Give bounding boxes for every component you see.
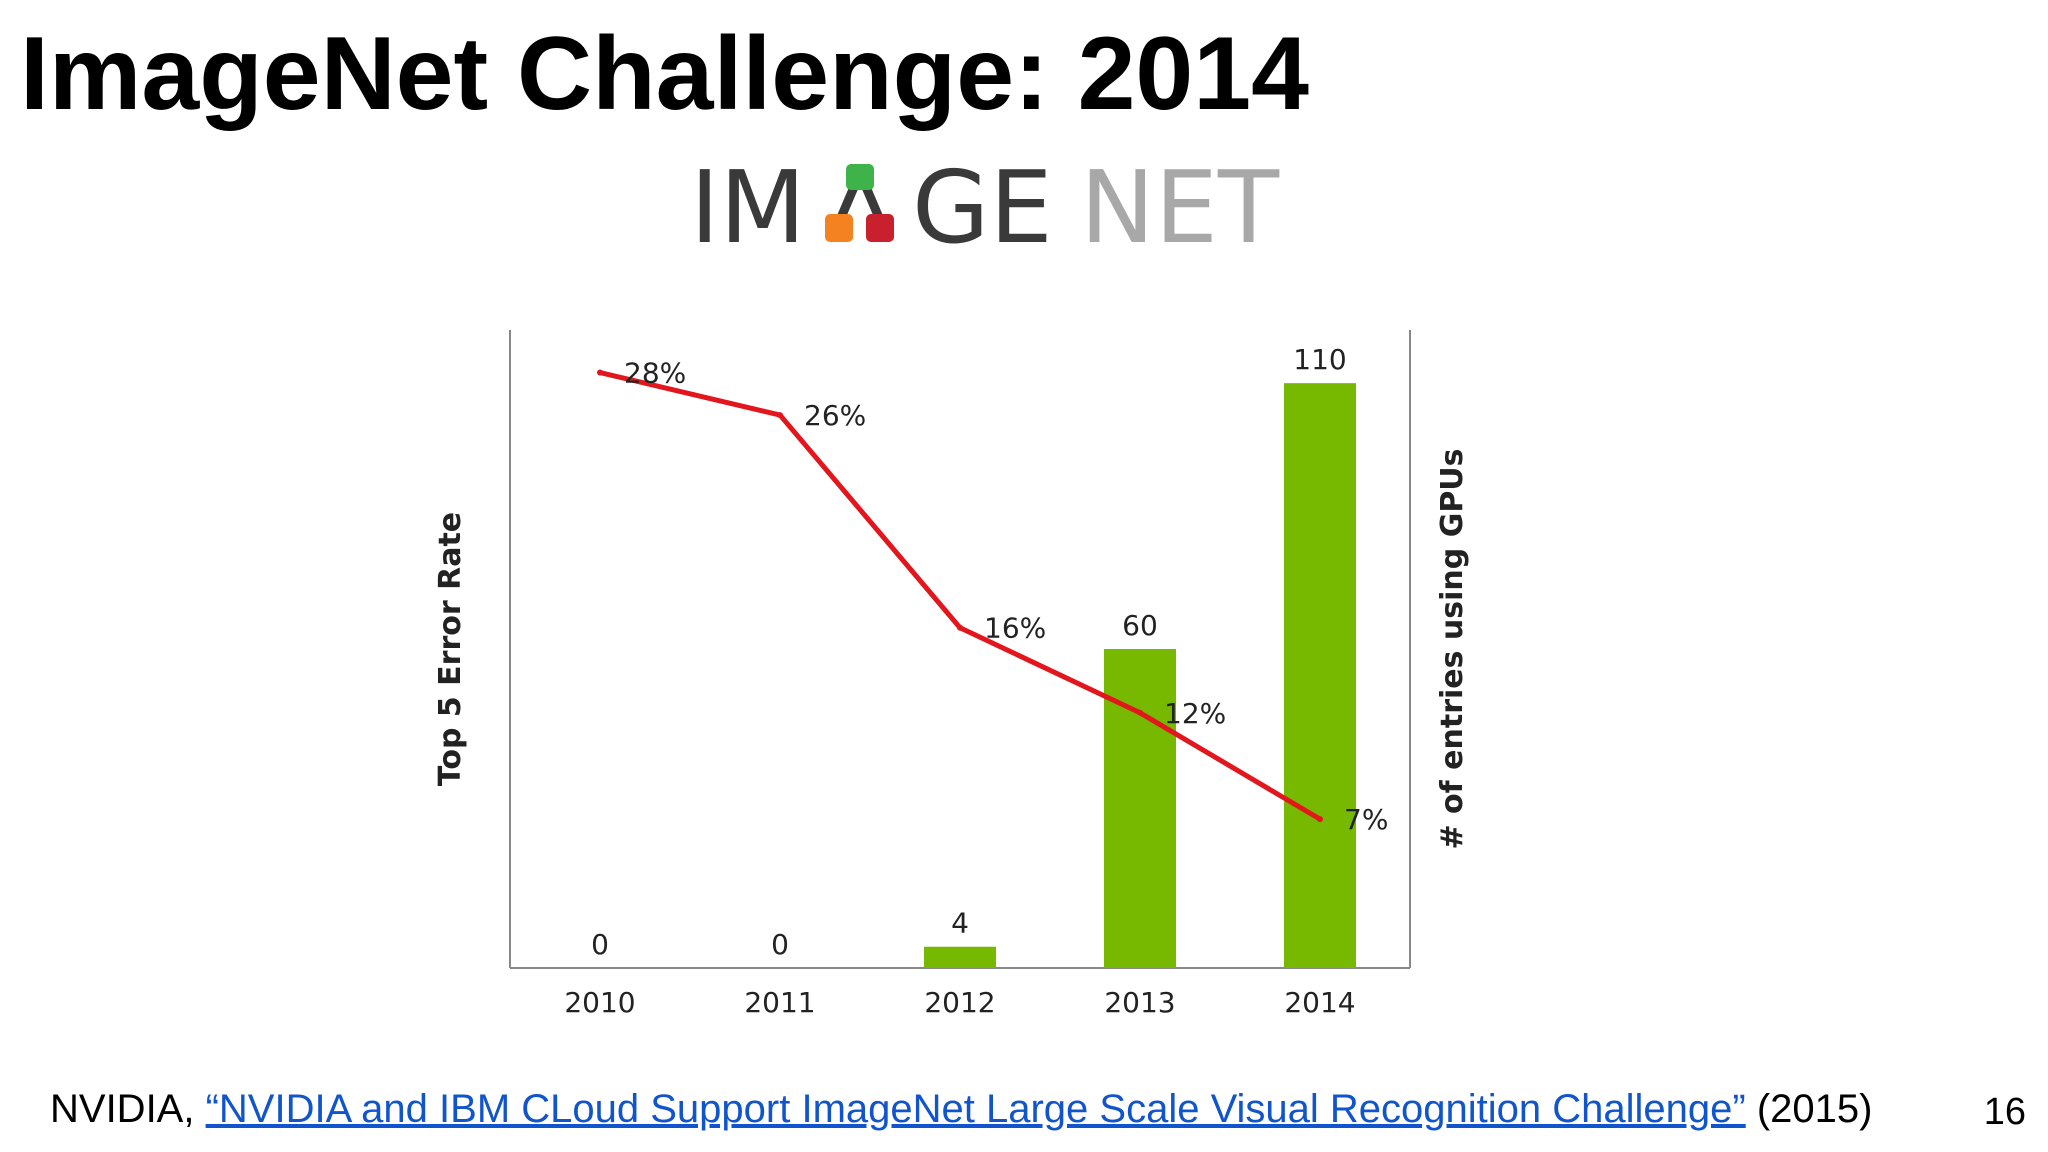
logo-letters-ge: GE <box>912 150 1053 260</box>
slide-title: ImageNet Challenge: 2014 <box>20 16 1309 132</box>
citation-link[interactable]: “NVIDIA and IBM CLoud Support ImageNet L… <box>205 1087 1746 1131</box>
bar-label-2010: 0 <box>591 928 609 961</box>
citation-prefix: NVIDIA, <box>50 1087 206 1131</box>
citation: NVIDIA, “NVIDIA and IBM CLoud Support Im… <box>50 1087 1872 1132</box>
error-rate-line <box>599 370 1322 822</box>
error-rate-gpu-chart: 0 0 4 60 110 2010 2011 2012 2013 2014 28% 26% 16% 12%… <box>433 330 1470 1019</box>
error-label-2014: 7% <box>1344 803 1388 836</box>
error-point-2010 <box>597 369 603 376</box>
citation-suffix: (2015) <box>1745 1087 1873 1131</box>
page-number: 16 <box>1983 1091 2026 1133</box>
bar-label-2014: 110 <box>1293 343 1346 376</box>
x-tick-2011: 2011 <box>744 986 815 1019</box>
logo-letters-im: IM <box>690 150 806 260</box>
error-label-2013: 12% <box>1164 697 1226 730</box>
error-point-2012 <box>957 624 963 631</box>
bar-label-2012: 4 <box>951 907 969 940</box>
imagenet-logo: IM GE NET <box>690 150 1280 260</box>
logo-tree-icon <box>825 164 894 242</box>
bar-2012 <box>924 946 996 968</box>
error-point-2013 <box>1137 709 1143 716</box>
x-tick-2010: 2010 <box>564 986 635 1019</box>
left-axis-title: Top 5 Error Rate <box>433 512 468 786</box>
right-axis-title: # of entries using GPUs <box>1435 448 1470 849</box>
error-label-2012: 16% <box>984 612 1046 645</box>
bar-label-2011: 0 <box>771 928 789 961</box>
bar-label-2013: 60 <box>1122 609 1158 642</box>
x-tick-2013: 2013 <box>1104 986 1175 1019</box>
error-point-2011 <box>777 412 783 419</box>
x-tick-2012: 2012 <box>924 986 995 1019</box>
error-label-2011: 26% <box>804 399 866 432</box>
logo-letters-net: NET <box>1080 150 1280 260</box>
x-tick-2014: 2014 <box>1284 986 1355 1019</box>
error-point-2014 <box>1317 816 1323 823</box>
bar-2014 <box>1284 383 1356 969</box>
error-label-2010: 28% <box>624 357 686 390</box>
